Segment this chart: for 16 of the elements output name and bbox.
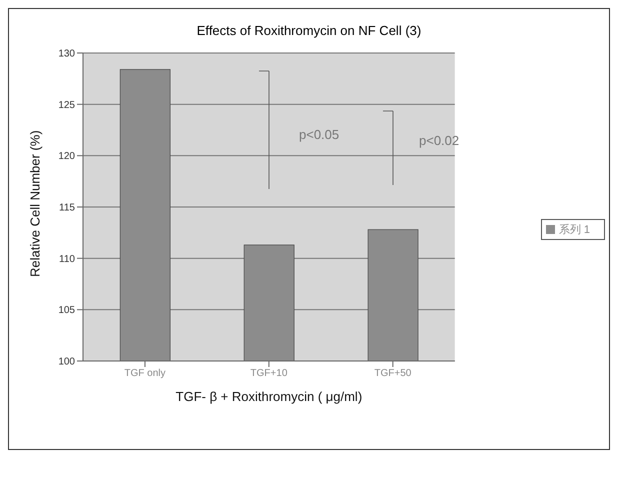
legend-label: 系列 1: [558, 224, 590, 236]
annotation: p<0.02: [419, 133, 460, 148]
x-tick-label: TGF only: [124, 368, 166, 380]
y-tick-label: 105: [58, 305, 76, 316]
y-tick-label: 100: [58, 356, 76, 368]
x-tick-label: TGF+50: [374, 368, 412, 380]
y-tick-label: 120: [58, 151, 76, 162]
y-tick-label: 115: [59, 202, 76, 214]
y-tick-label: 130: [58, 48, 76, 60]
x-axis-title: TGF- β + Roxithromycin ( μg/ml): [176, 389, 362, 404]
annotation: p<0.05: [299, 127, 340, 142]
y-axis-title: Relative Cell Number (%): [28, 130, 43, 277]
x-tick-label: TGF+10: [250, 368, 288, 380]
y-tick-label: 110: [59, 254, 76, 265]
chart-title: Effects of Roxithromycin on NF Cell (3): [196, 23, 422, 38]
y-tick-label: 125: [58, 100, 76, 111]
